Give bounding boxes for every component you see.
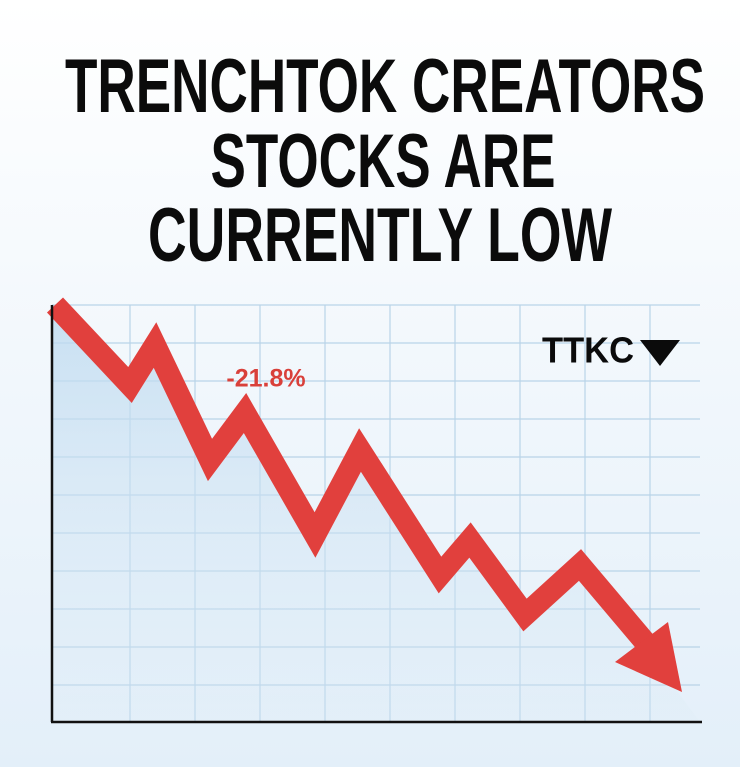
title-line: STOCKS ARE [211,119,556,204]
title-line: TRENCHTOK CREATORS [65,44,705,129]
down-triangle [640,340,680,366]
ticker: TTKC [542,330,634,371]
change-label: -21.8% [226,365,305,393]
arrow-head [615,622,682,692]
trend-arrow [46,297,654,650]
title-line: CURRENTLY LOW [148,193,612,278]
